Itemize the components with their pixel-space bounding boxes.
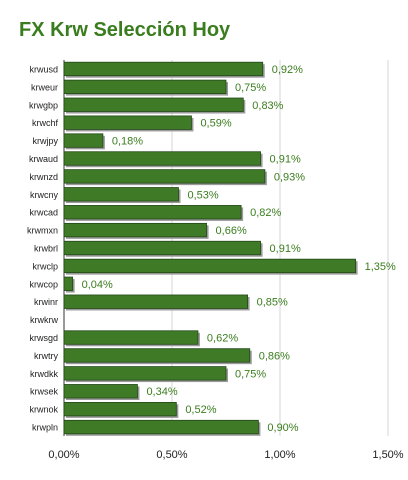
category-label: krwclp [32, 261, 58, 271]
data-label: 0,66% [216, 225, 247, 237]
x-tick-label: 1,00% [264, 449, 295, 461]
category-label: krweur [31, 82, 58, 92]
data-label: 0,85% [257, 297, 288, 309]
category-label: krwjpy [32, 136, 58, 146]
data-label: 0,59% [200, 118, 231, 130]
data-label: 0,90% [267, 422, 298, 434]
category-label: krwtry [34, 351, 58, 361]
category-label: krwcop [29, 279, 58, 289]
data-label: 0,52% [185, 404, 216, 416]
category-label: krwsgd [29, 333, 58, 343]
x-tick-label: 1,50% [372, 449, 403, 461]
category-label: krwmxn [27, 226, 58, 236]
data-label: 0,53% [187, 189, 218, 201]
data-label: 0,04% [82, 279, 113, 291]
category-label: krwusd [29, 64, 58, 74]
bar [63, 348, 251, 363]
chart-title: FX Krw Selección Hoy [19, 19, 231, 41]
bar [63, 276, 74, 291]
category-label: krwgbp [29, 100, 58, 110]
category-label: krwcad [29, 208, 58, 218]
bar [63, 366, 227, 381]
category-label: krwbrl [34, 244, 58, 254]
bar [63, 222, 207, 238]
bar [63, 240, 261, 256]
category-label: krwinr [34, 297, 58, 307]
data-label: 0,92% [272, 64, 303, 76]
data-label: 0,18% [112, 136, 143, 148]
data-label: 0,86% [259, 350, 290, 362]
bar [63, 79, 227, 95]
bar [63, 133, 104, 148]
category-label: krwsek [30, 387, 59, 397]
data-label: 0,93% [274, 171, 305, 183]
category-label: krwdkk [30, 369, 59, 379]
bar [63, 169, 266, 184]
bar [63, 151, 261, 166]
bar [63, 187, 179, 202]
bar [63, 401, 177, 417]
bar [63, 115, 192, 130]
category-label: krwcny [30, 190, 59, 200]
category-label: krwchf [32, 118, 59, 128]
data-label: 0,82% [250, 207, 281, 219]
category-label: krwpln [32, 423, 58, 433]
category-label: krwnzd [29, 172, 58, 182]
bar [63, 205, 242, 220]
x-tick-label: 0,00% [48, 449, 79, 461]
category-label: krwkrw [30, 315, 58, 325]
bar [63, 330, 199, 345]
category-label: krwnok [29, 405, 58, 415]
data-label: 1,35% [365, 261, 396, 273]
bar [63, 419, 259, 435]
bar [63, 97, 244, 112]
data-label: 0,62% [207, 333, 238, 345]
category-label: krwaud [29, 154, 58, 164]
bar [63, 61, 264, 77]
data-label: 0,34% [146, 386, 177, 398]
bar [63, 384, 138, 399]
bar [63, 258, 357, 274]
data-label: 0,91% [270, 153, 301, 165]
data-label: 0,75% [235, 82, 266, 94]
data-label: 0,75% [235, 368, 266, 380]
data-label: 0,83% [252, 100, 283, 112]
data-label: 0,91% [270, 243, 301, 255]
bar [63, 294, 249, 309]
x-tick-label: 0,50% [156, 449, 187, 461]
